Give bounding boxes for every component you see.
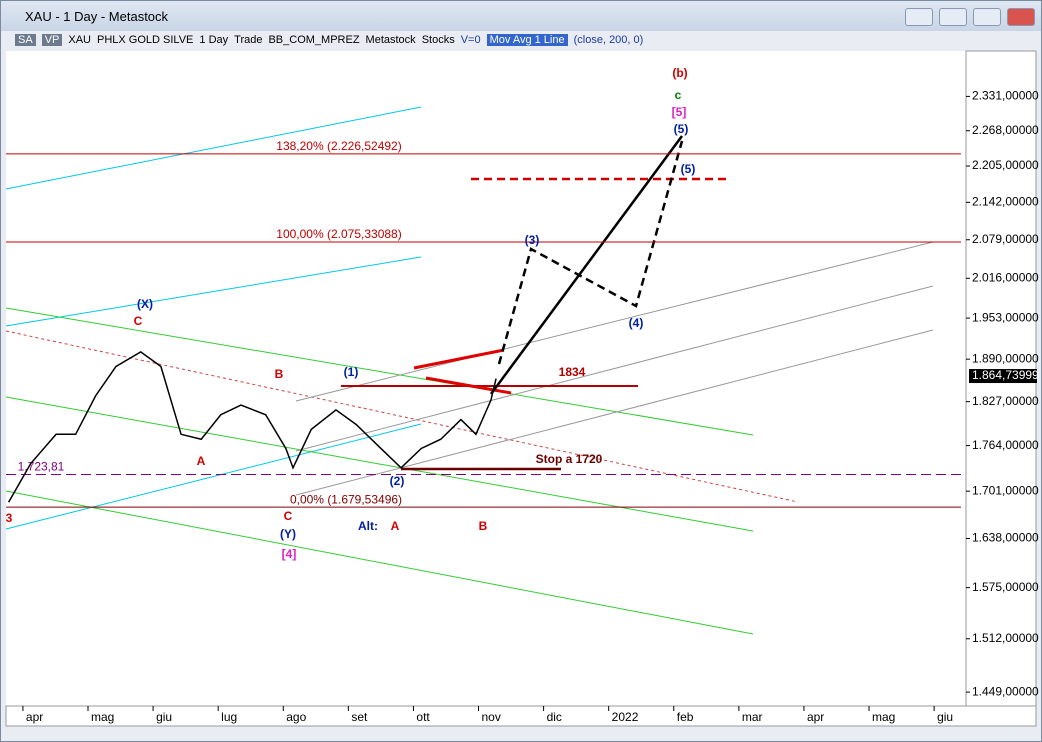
plot-area <box>6 51 966 706</box>
wave-label: 1834 <box>559 365 586 379</box>
level-label: 100,00% (2.075,33088) <box>276 227 401 241</box>
channel-line <box>5 307 754 436</box>
wave-label: 3 <box>6 511 13 525</box>
channel-line <box>295 285 934 452</box>
x-tick-label: giu <box>156 710 172 724</box>
wave-label: [4] <box>282 547 297 561</box>
x-tick-label: lug <box>221 710 237 724</box>
wave-label: (4) <box>629 316 644 330</box>
wave-label: (3) <box>525 233 540 247</box>
chart: 1.449,00000 1.512,00000 1.575,00000 1.638,0… <box>5 50 1039 727</box>
x-tick-label: mar <box>742 710 763 724</box>
last-price-label: 1.864,73999 <box>972 368 1039 382</box>
x-tick-label: giu <box>937 710 953 724</box>
projection-path <box>497 140 684 365</box>
toolbar-item[interactable]: XAU <box>68 34 91 46</box>
channel-line <box>295 241 934 402</box>
channel-line <box>5 423 422 530</box>
x-tick-label: apr <box>26 710 43 724</box>
wave-label: (X) <box>137 297 153 311</box>
x-tick-label: mag <box>872 710 895 724</box>
y-tick-label: 2.331,00000 <box>972 89 1039 103</box>
projection-path <box>489 135 684 395</box>
close-button[interactable] <box>1007 8 1035 26</box>
price-line <box>7 351 497 503</box>
toolbar-item[interactable]: V=0 <box>460 34 481 46</box>
arrow-line <box>413 348 505 370</box>
title-bar: XAU - 1 Day - Metastock <box>1 1 1041 31</box>
y-tick-label: 2.142,00000 <box>972 195 1039 209</box>
channel-line <box>5 490 754 635</box>
wave-label: C <box>284 509 293 523</box>
wave-label: (2) <box>390 474 405 488</box>
wave-label: C <box>134 314 143 328</box>
y-tick-label: 1.827,00000 <box>972 394 1039 408</box>
y-tick-label: 2.079,00000 <box>972 232 1039 246</box>
wave-label: (1) <box>344 365 359 379</box>
wave-label: [5] <box>672 105 687 119</box>
x-tick-label: nov <box>482 710 501 724</box>
level-label: 0,00% (1.679,53496) <box>290 492 402 506</box>
y-tick-label: 1.575,00000 <box>972 580 1039 594</box>
toolbar-item[interactable]: PHLX GOLD SILVE <box>97 34 194 46</box>
wave-label: Alt: <box>358 519 378 533</box>
y-tick-label: 1.764,00000 <box>972 438 1039 452</box>
y-tick-label: 2.268,00000 <box>972 123 1039 137</box>
wave-label: (5) <box>674 122 689 136</box>
arrow-line <box>425 376 512 395</box>
x-axis-panel <box>5 705 1037 727</box>
toolbar-item[interactable]: (close, 200, 0) <box>573 34 644 46</box>
maximize-button[interactable] <box>973 8 1001 26</box>
toolbar-item[interactable]: SA <box>15 34 36 46</box>
y-tick-label: 2.205,00000 <box>972 158 1039 172</box>
wave-label: A <box>197 454 206 468</box>
channel-line <box>5 256 422 327</box>
wave-label: B <box>275 367 284 381</box>
toolbar-item[interactable]: 1 Day <box>199 34 229 46</box>
window-title: XAU - 1 Day - Metastock <box>25 9 169 24</box>
y-tick-label: 1.701,00000 <box>972 483 1039 497</box>
restore-button[interactable] <box>905 8 933 26</box>
x-tick-label: feb <box>677 710 694 724</box>
y-tick-label: 1.890,00000 <box>972 351 1039 365</box>
minimize-button[interactable] <box>939 8 967 26</box>
y-tick-label: 2.016,00000 <box>972 270 1039 284</box>
toolbar-item[interactable]: Trade <box>234 34 263 46</box>
y-tick-label: 1.512,00000 <box>972 631 1039 645</box>
toolbar-item[interactable]: Mov Avg 1 Line <box>486 34 568 46</box>
wave-label: Stop a 1720 <box>536 452 603 466</box>
wave-label: (Y) <box>280 527 296 541</box>
toolbar: SA VP XAU PHLX GOLD SILVE 1 Day Trade BB_COM_M… <box>15 32 643 48</box>
last-price-box <box>969 369 1037 384</box>
x-tick-label: ott <box>416 710 430 724</box>
wave-label: A <box>391 519 400 533</box>
y-tick-label: 1.953,00000 <box>972 310 1039 324</box>
toolbar-item[interactable]: BB_COM_MPREZ <box>268 34 360 46</box>
x-tick-label: set <box>351 710 368 724</box>
x-tick-label: mag <box>91 710 114 724</box>
wave-label: (b) <box>672 66 687 80</box>
x-tick-label: 2022 <box>612 710 639 724</box>
level-label: 1.723,81 <box>18 460 65 474</box>
channel-line <box>5 106 422 190</box>
level-label: 138,20% (2.226,52492) <box>276 139 401 153</box>
toolbar-item[interactable]: Metastock <box>365 34 416 46</box>
toolbar-item[interactable]: VP <box>41 34 63 46</box>
wave-label: (5) <box>681 162 696 176</box>
y-tick-label: 1.638,00000 <box>972 531 1039 545</box>
wave-label: B <box>479 519 488 533</box>
wave-label: c <box>675 88 682 102</box>
x-tick-label: ago <box>286 710 306 724</box>
annotation-lines <box>5 106 934 635</box>
toolbar-item[interactable]: Stocks <box>421 34 455 46</box>
x-tick-label: apr <box>807 710 824 724</box>
x-tick-label: dic <box>547 710 562 724</box>
channel-line <box>5 396 754 532</box>
y-tick-label: 1.449,00000 <box>972 684 1039 698</box>
